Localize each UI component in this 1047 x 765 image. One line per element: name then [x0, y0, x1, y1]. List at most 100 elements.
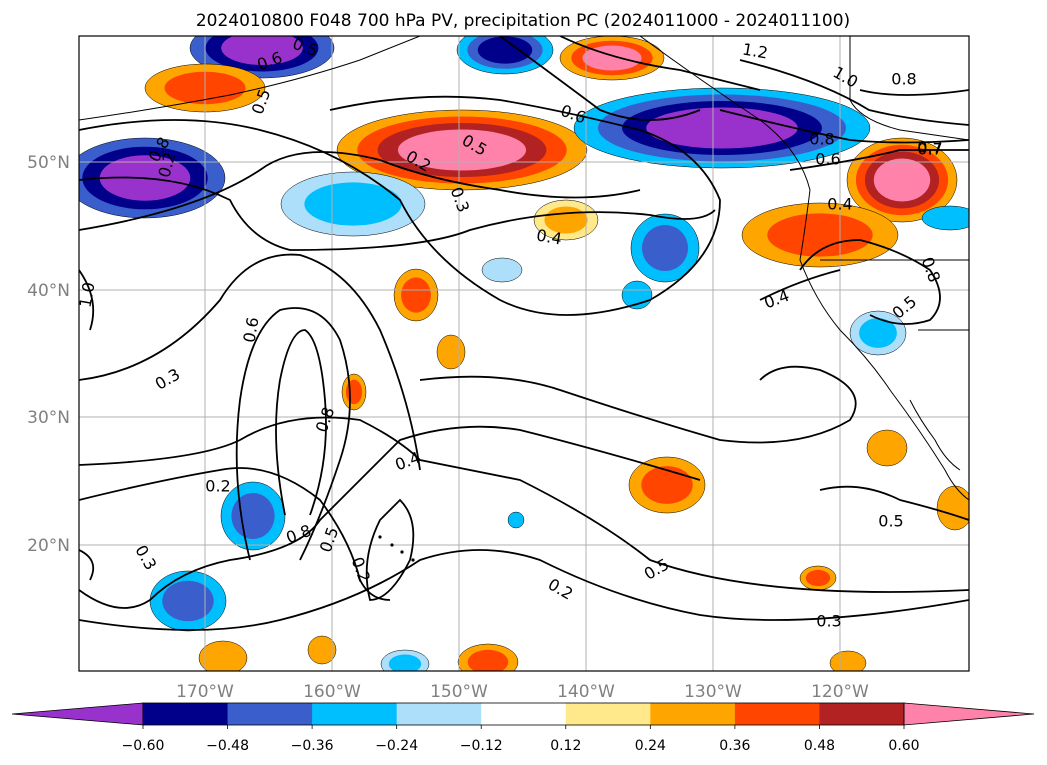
- colorbar-tick-1: −0.48: [206, 738, 249, 754]
- pv-contour-16: [799, 239, 941, 325]
- coastline-0: [79, 36, 421, 121]
- colorbar-segment-4: [481, 703, 567, 725]
- chart-title: 2024010800 F048 700 hPa PV, precipitatio…: [196, 11, 850, 31]
- contour-label-13: 0.4: [535, 225, 563, 248]
- lon-tick-2: 150°W: [430, 682, 488, 702]
- lat-tick-0: 50°N: [27, 153, 70, 173]
- colorbar-segment-3: [396, 703, 482, 725]
- precip-fill-24-0: [467, 649, 509, 671]
- pv-contour-19: [559, 36, 761, 91]
- island-0: [378, 535, 382, 539]
- pv-contour-12: [859, 89, 969, 96]
- lon-tick-1: 160°W: [303, 682, 361, 702]
- pv-contour-11: [419, 365, 857, 444]
- pv-contour-1: [79, 176, 716, 251]
- colorbar-tick-9: 0.60: [888, 738, 919, 754]
- contour-label-23: 0.2: [205, 477, 230, 496]
- precip-fill-8-0: [873, 158, 931, 202]
- colorbar-segment-6: [650, 703, 736, 725]
- latitude-tick-labels: 50°N 40°N 30°N 20°N: [27, 153, 70, 556]
- pv-contour-labels: 0.60.50.51.21.0 0.80.60.80.60.70.50.20.30…: [75, 36, 944, 631]
- precip-fill-30-0: [921, 205, 969, 231]
- pv-contour-2: [79, 151, 641, 231]
- pv-contour-15: [789, 149, 969, 171]
- colorbar: [11, 702, 1035, 726]
- precip-fill-15-0: [345, 379, 363, 405]
- map-layer: 0.60.50.51.21.0 0.80.60.80.60.70.50.20.30…: [75, 36, 969, 671]
- precip-fill-16-0: [859, 318, 897, 348]
- lon-tick-5: 120°W: [811, 682, 869, 702]
- precip-fill-14-0: [436, 334, 466, 370]
- pv-contour-9: [79, 549, 969, 631]
- pv-contour-3: [79, 253, 421, 471]
- colorbar-extend-high: [903, 702, 1035, 726]
- precip-fill-27-0: [936, 485, 969, 531]
- precip-fill-18-0: [641, 466, 693, 504]
- colorbar-frame: [142, 702, 905, 726]
- colorbar-segment-8: [819, 703, 905, 725]
- map-frame: [78, 35, 970, 672]
- colorbar-extend-low: [11, 702, 144, 726]
- precip-fill-26-0: [829, 650, 867, 671]
- pv-contour-5: [275, 329, 327, 516]
- colorbar-tick-labels: −0.60 −0.48 −0.36 −0.24 −0.12 0.12 0.24 0.36 0.4…: [122, 725, 920, 754]
- pv-contour-13: [719, 109, 969, 144]
- lat-tick-2: 30°N: [27, 408, 70, 428]
- colorbar-segment-2: [312, 703, 398, 725]
- precip-fill-4-0: [304, 182, 402, 226]
- precip-fill-10-0: [642, 225, 688, 271]
- precip-fill-6-0: [477, 36, 533, 64]
- pv-contour-8: [79, 425, 701, 609]
- lat-tick-1: 40°N: [27, 281, 70, 301]
- lon-tick-3: 140°W: [557, 682, 615, 702]
- precip-fill-7-0: [646, 107, 798, 149]
- pv-contour-7: [79, 416, 969, 593]
- colorbar-segment-7: [734, 703, 820, 725]
- contour-label-33: 0.5: [878, 512, 903, 531]
- precip-fill-22-0: [307, 635, 337, 665]
- coastline-3: [909, 399, 961, 471]
- pv-contour-4: [235, 307, 351, 561]
- pv-contour-21: [79, 269, 95, 331]
- precip-fill-0-0: [221, 36, 303, 65]
- colorbar-tick-7: 0.36: [719, 738, 750, 754]
- pv-contour-6: [79, 467, 391, 601]
- contour-label-19: 1.0: [75, 281, 98, 309]
- colorbar-tick-8: 0.48: [804, 738, 835, 754]
- island-3: [411, 558, 415, 562]
- lon-tick-4: 130°W: [684, 682, 742, 702]
- precip-fill-17-0: [866, 429, 908, 467]
- lat-tick-3: 20°N: [27, 536, 70, 556]
- contour-label-8: 0.6: [815, 150, 840, 169]
- pv-contour-20: [819, 485, 969, 521]
- colorbar-tick-4: −0.12: [460, 738, 503, 754]
- contour-label-14: 0.4: [827, 195, 852, 214]
- colorbar-tick-2: −0.36: [291, 738, 334, 754]
- lon-tick-0: 170°W: [176, 682, 234, 702]
- precip-fill-29-0: [507, 511, 525, 529]
- precip-fill-28-0: [481, 257, 523, 283]
- precip-fill-9-0: [767, 213, 873, 257]
- pv-contour-0: [79, 95, 721, 316]
- contour-label-7: 0.8: [809, 130, 834, 149]
- colorbar-tick-6: 0.24: [635, 738, 666, 754]
- pv-contour-10: [365, 498, 415, 601]
- pv-contour-18: [499, 36, 701, 121]
- longitude-tick-labels: 170°W 160°W 150°W 140°W 130°W 120°W: [176, 682, 869, 702]
- contour-label-9: 0.7: [917, 140, 942, 159]
- island-1: [390, 543, 394, 547]
- precip-fill-19-0: [231, 493, 275, 539]
- precip-fill-23-0: [388, 654, 422, 671]
- colorbar-segment-0: [143, 703, 229, 725]
- colorbar-segment-5: [565, 703, 651, 725]
- precip-fill-25-0: [805, 569, 831, 587]
- contour-label-32: 0.3: [816, 612, 841, 631]
- pv-contour-14: [739, 59, 969, 126]
- colorbar-tick-0: −0.60: [122, 738, 165, 754]
- precip-fill-20-0: [162, 580, 214, 622]
- precip-fill-3-0: [397, 129, 527, 171]
- colorbar-tick-3: −0.24: [375, 738, 418, 754]
- pv-contour-17: [759, 269, 841, 301]
- precip-fill-13-0: [401, 277, 431, 313]
